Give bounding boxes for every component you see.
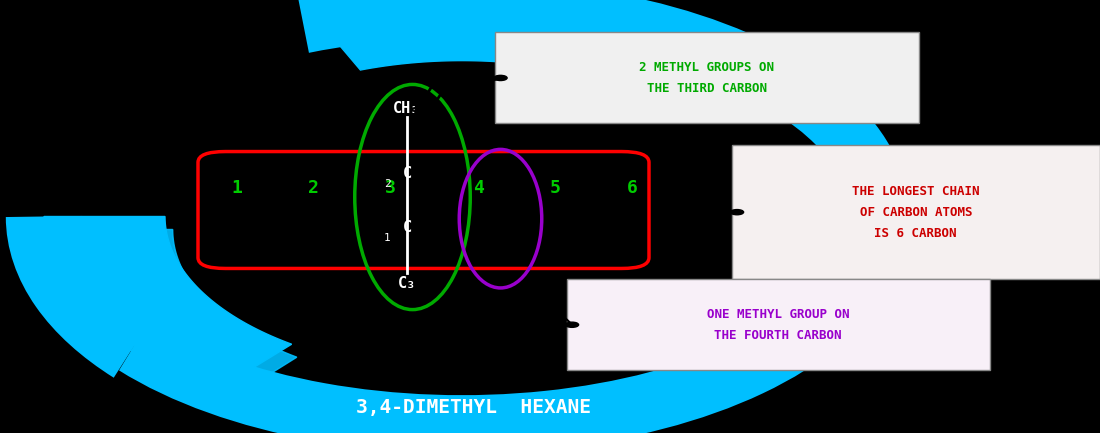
Text: 2: 2 <box>308 179 319 197</box>
Text: 5: 5 <box>550 179 561 197</box>
FancyBboxPatch shape <box>732 145 1100 279</box>
Text: 2 METHYL GROUPS ON
THE THIRD CARBON: 2 METHYL GROUPS ON THE THIRD CARBON <box>639 61 774 95</box>
Text: 6: 6 <box>627 179 638 197</box>
Text: 4: 4 <box>473 179 484 197</box>
Text: C: C <box>403 166 411 181</box>
Text: 3,4-DIMETHYL  HEXANE: 3,4-DIMETHYL HEXANE <box>355 397 591 417</box>
Circle shape <box>494 75 507 81</box>
Polygon shape <box>54 229 297 400</box>
Text: C: C <box>403 220 411 235</box>
Text: C₃: C₃ <box>398 276 416 291</box>
Text: THE LONGEST CHAIN
OF CARBON ATOMS
IS 6 CARBON: THE LONGEST CHAIN OF CARBON ATOMS IS 6 C… <box>852 184 979 240</box>
Polygon shape <box>44 216 292 387</box>
Text: ONE METHYL GROUP ON
THE FOURTH CARBON: ONE METHYL GROUP ON THE FOURTH CARBON <box>707 308 849 342</box>
Text: 1: 1 <box>231 179 242 197</box>
Text: 3: 3 <box>385 179 396 197</box>
FancyBboxPatch shape <box>495 32 918 123</box>
Circle shape <box>565 322 579 327</box>
Text: CH₃: CH₃ <box>394 101 420 116</box>
Text: 2: 2 <box>384 179 390 189</box>
Circle shape <box>730 210 744 215</box>
FancyBboxPatch shape <box>566 279 990 370</box>
Polygon shape <box>319 9 535 70</box>
Text: 1: 1 <box>384 233 390 243</box>
